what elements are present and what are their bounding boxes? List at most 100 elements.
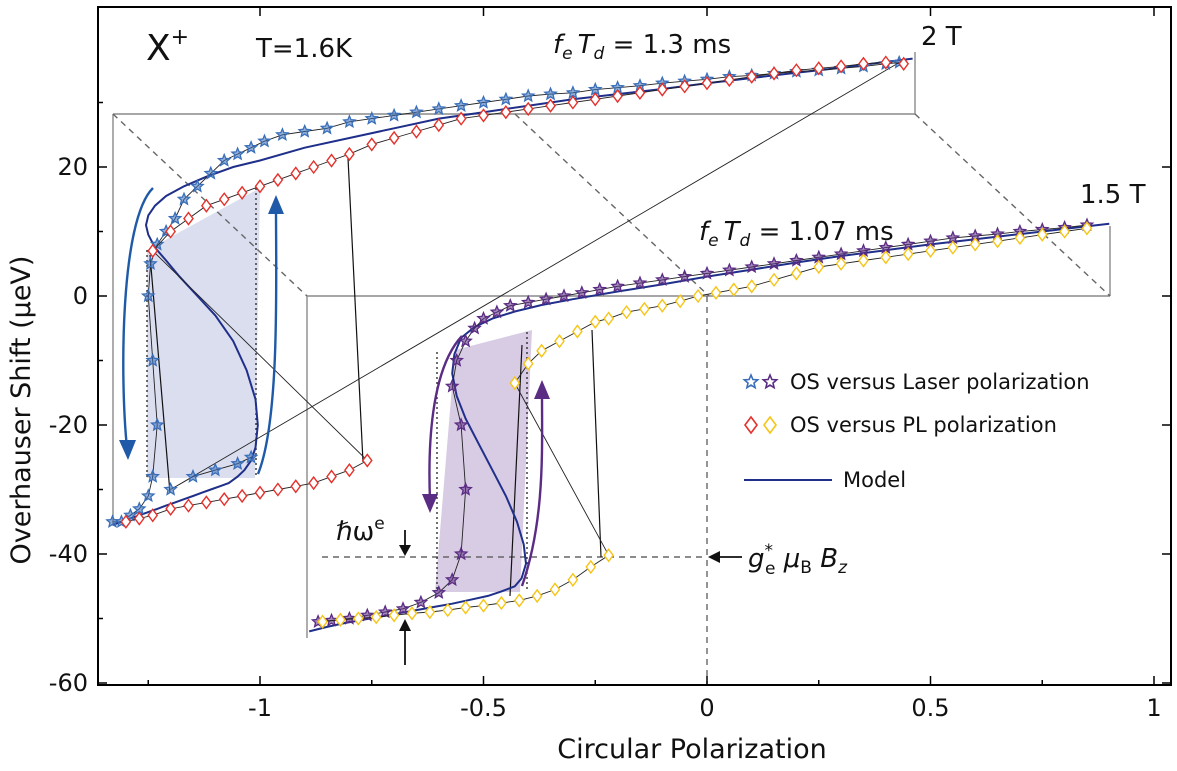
data-point-diamond bbox=[326, 153, 337, 168]
data-point-star bbox=[444, 378, 460, 393]
data-point-diamond bbox=[746, 279, 758, 294]
legend-marker-diamond-yellow bbox=[763, 415, 777, 435]
data-point-star bbox=[377, 604, 393, 619]
data-point-diamond bbox=[603, 548, 615, 563]
arrow-up-15t bbox=[520, 394, 544, 587]
data-point-star bbox=[453, 546, 469, 561]
data-point-star bbox=[520, 88, 536, 103]
data-point-star bbox=[476, 94, 491, 109]
data-point-diamond bbox=[835, 256, 847, 271]
legend-entry-laser: OS versus Laser polarization bbox=[742, 370, 1090, 394]
data-point-diamond bbox=[370, 610, 382, 625]
series-connector bbox=[125, 62, 904, 523]
data-point-diamond bbox=[183, 498, 194, 513]
data-point-diamond bbox=[728, 282, 740, 297]
data-point-star bbox=[543, 86, 558, 101]
data-point-diamond bbox=[344, 146, 355, 162]
arrow-down-15t-head bbox=[422, 494, 438, 513]
axis-ticks bbox=[98, 7, 1171, 685]
data-point-star bbox=[556, 288, 572, 303]
arrow-down-2t-head bbox=[119, 440, 136, 460]
data-point-diamond bbox=[500, 105, 512, 120]
data-point-diamond bbox=[925, 243, 936, 259]
y-axis-label: Overhauser Shift (μeV) bbox=[6, 256, 37, 565]
data-point-star bbox=[592, 281, 608, 296]
b-symbol: B bbox=[812, 544, 838, 574]
data-point-diamond bbox=[290, 479, 302, 494]
data-point-star bbox=[498, 91, 514, 106]
hbar-omega-label: ℏωe bbox=[336, 514, 385, 547]
data-point-star bbox=[145, 352, 161, 367]
data-point-diamond bbox=[183, 211, 194, 226]
data-point-diamond bbox=[509, 375, 521, 391]
data-point-diamond bbox=[589, 92, 601, 107]
data-point-diamond bbox=[571, 324, 583, 339]
data-point-diamond bbox=[545, 98, 556, 113]
data-point-diamond bbox=[679, 79, 691, 94]
x-tick-label: 0 bbox=[699, 694, 714, 722]
series-group bbox=[310, 217, 1095, 628]
data-point-diamond bbox=[585, 559, 597, 575]
data-point-diamond bbox=[710, 285, 722, 300]
perspective-dashes bbox=[112, 113, 1111, 685]
data-point-star bbox=[364, 110, 380, 125]
data-point-star bbox=[216, 152, 232, 167]
data-point-diamond bbox=[406, 606, 418, 621]
data-point-diamond bbox=[549, 582, 561, 597]
data-point-diamond bbox=[692, 288, 704, 304]
data-point-star bbox=[789, 252, 804, 267]
data-point-star bbox=[632, 275, 648, 290]
data-point-diamond bbox=[880, 55, 892, 70]
data-point-diamond bbox=[656, 298, 668, 313]
data-point-diamond bbox=[639, 301, 650, 317]
Td-sub: d bbox=[594, 44, 605, 64]
data-point-diamond bbox=[880, 250, 892, 265]
data-point-star bbox=[449, 352, 465, 367]
arrow-up-15t-head bbox=[534, 380, 550, 399]
data-point-star bbox=[574, 285, 590, 299]
data-point-diamond bbox=[133, 511, 145, 526]
fe-sub: e bbox=[562, 44, 572, 64]
data-point-star bbox=[163, 481, 178, 496]
data-point-diamond bbox=[554, 333, 565, 349]
arrow-down-2t bbox=[122, 187, 154, 449]
data-point-diamond bbox=[290, 166, 302, 181]
data-point-star bbox=[243, 139, 259, 154]
data-point-diamond bbox=[612, 88, 623, 104]
field-2t-label: 2 T bbox=[921, 22, 962, 52]
data-point-diamond bbox=[308, 159, 320, 175]
data-point-diamond bbox=[442, 602, 454, 618]
data-point-star bbox=[489, 304, 505, 319]
data-point-diamond bbox=[236, 185, 248, 200]
jump-2t-b bbox=[347, 157, 364, 463]
data-series bbox=[105, 54, 1095, 629]
shaded-region-15t bbox=[435, 330, 532, 592]
species-main: X bbox=[146, 28, 171, 69]
data-point-star bbox=[413, 594, 429, 609]
data-point-star bbox=[395, 601, 411, 616]
data-point-diamond bbox=[478, 598, 489, 613]
data-point-star bbox=[654, 272, 670, 287]
data-point-star bbox=[453, 97, 469, 113]
data-point-star bbox=[538, 291, 554, 306]
data-point-star bbox=[243, 449, 259, 464]
data-point-star bbox=[342, 114, 357, 129]
data-point-diamond bbox=[455, 111, 467, 126]
data-point-diamond bbox=[366, 137, 378, 152]
hbar-omega-sup: e bbox=[374, 514, 384, 534]
hbar-arrows bbox=[399, 530, 742, 665]
dash-diag-mid bbox=[514, 113, 710, 297]
data-point-diamond bbox=[522, 356, 534, 371]
data-point-diamond bbox=[326, 469, 337, 484]
data-point-diamond bbox=[813, 259, 825, 275]
data-point-diamond bbox=[969, 237, 981, 252]
fT-15t-label: fe Td = 1.07 ms bbox=[699, 217, 894, 251]
data-point-diamond bbox=[522, 101, 534, 117]
data-point-diamond bbox=[567, 95, 579, 110]
fT-2t-label: fe Td = 1.3 ms bbox=[553, 30, 731, 64]
fe-sub-15: e bbox=[708, 231, 718, 251]
data-point-diamond bbox=[236, 488, 248, 504]
mu-symbol: μ bbox=[775, 544, 800, 574]
data-point-star bbox=[520, 294, 536, 309]
